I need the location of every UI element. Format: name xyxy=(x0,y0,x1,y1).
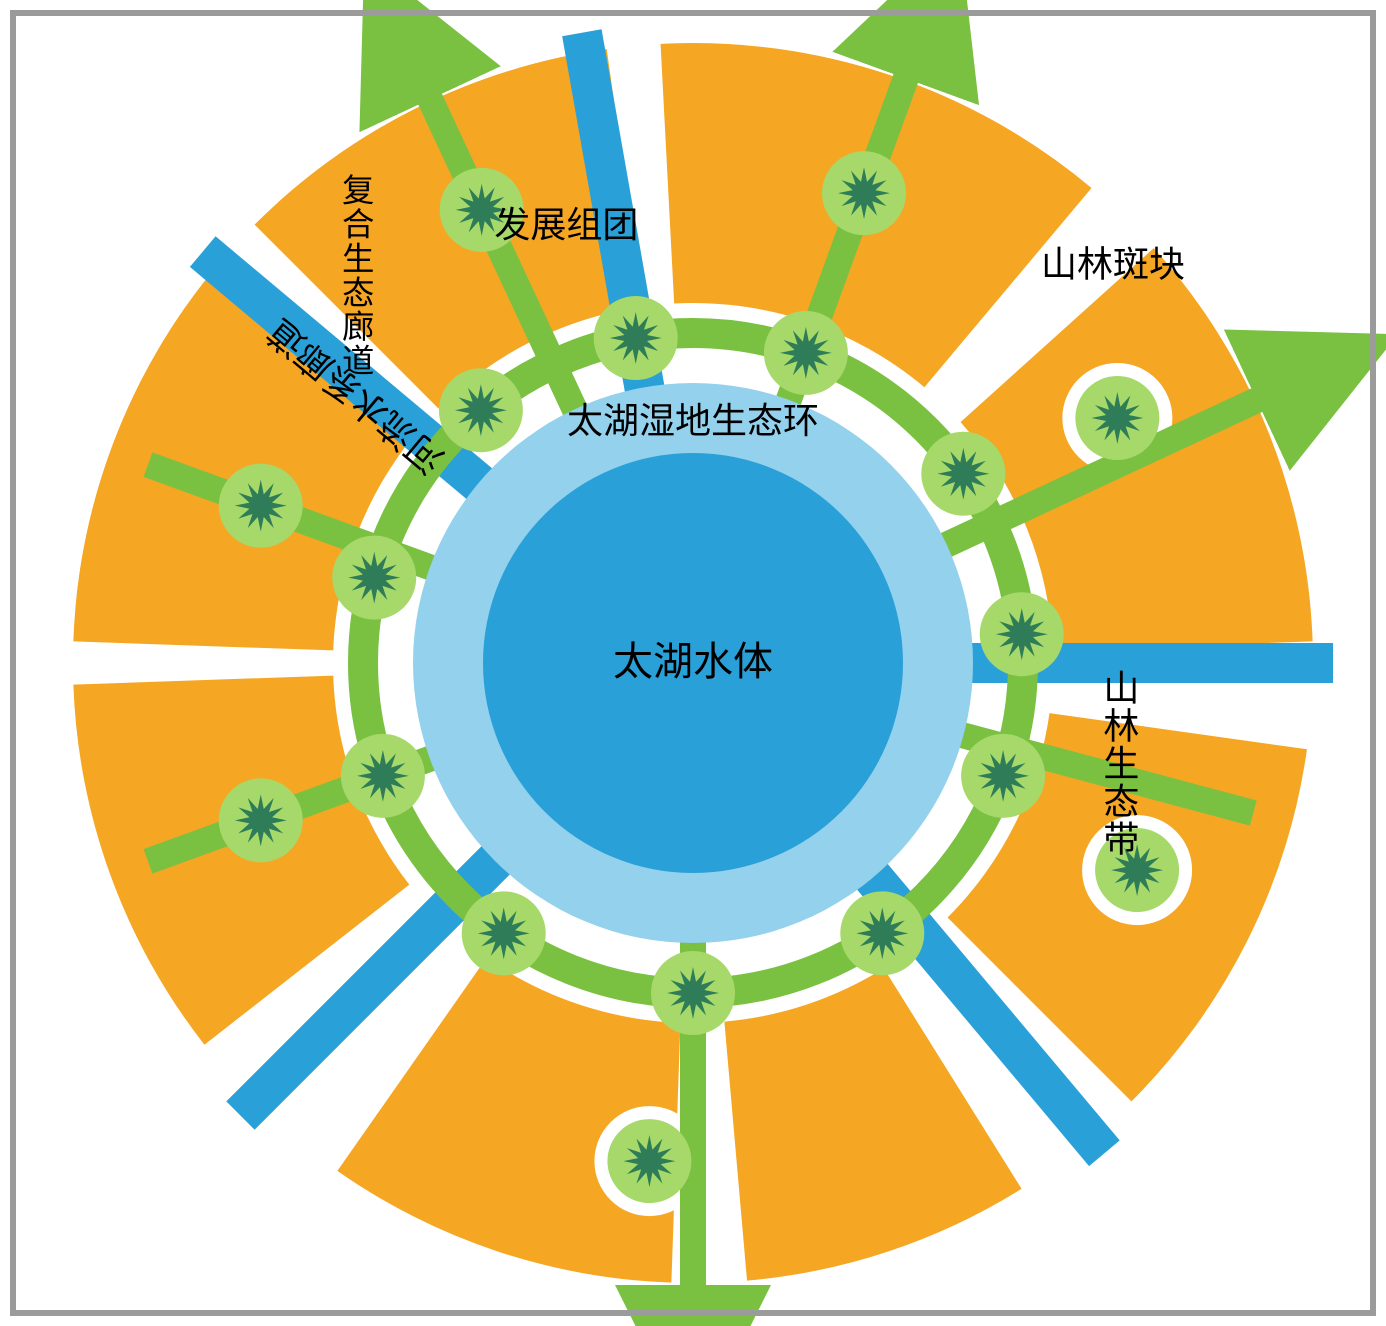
diagram-frame: 太湖水体太湖湿地生态环发展组团山林斑块复合生态廊道山林生态带河流水系廊道 xyxy=(0,0,1386,1326)
outer-border xyxy=(10,10,1376,1316)
